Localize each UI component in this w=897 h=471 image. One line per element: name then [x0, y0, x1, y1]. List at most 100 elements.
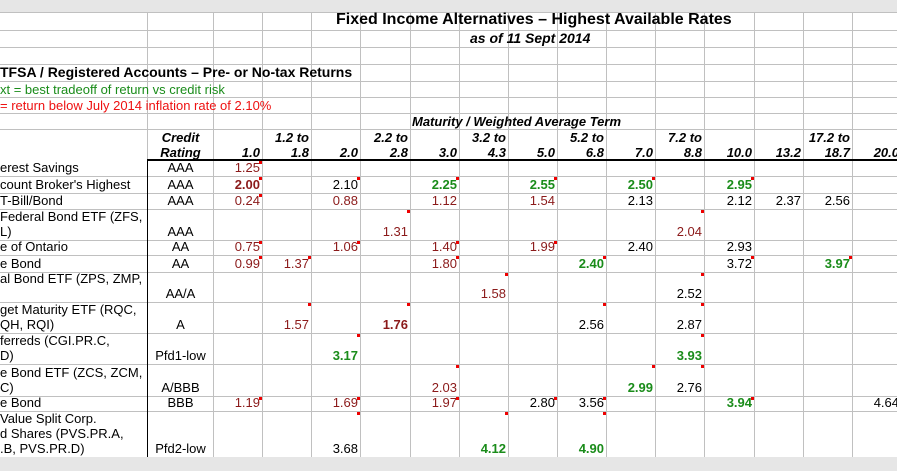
rate-cell[interactable]: 2.04	[676, 224, 702, 239]
comment-marker-icon[interactable]	[357, 177, 360, 180]
comment-marker-icon[interactable]	[407, 303, 410, 306]
comment-marker-icon[interactable]	[259, 397, 262, 400]
rate-cell[interactable]: 2.10	[332, 177, 358, 192]
credit-rating-cell[interactable]: A/BBB	[161, 380, 200, 395]
credit-rating-cell[interactable]: AAA	[167, 193, 194, 208]
comment-marker-icon[interactable]	[505, 412, 508, 415]
comment-marker-icon[interactable]	[259, 241, 262, 244]
rate-cell[interactable]: 0.75	[234, 239, 260, 254]
rate-cell[interactable]: 2.13	[627, 193, 653, 208]
rate-cell[interactable]: 3.97	[824, 256, 850, 271]
comment-marker-icon[interactable]	[701, 334, 704, 337]
row-label[interactable]: erest Savings	[0, 160, 79, 175]
row-label[interactable]: ferreds (CGI.PR.C, D)	[0, 333, 110, 363]
comment-marker-icon[interactable]	[701, 210, 704, 213]
rate-cell[interactable]: 2.52	[676, 286, 702, 301]
credit-rating-cell[interactable]: Pfd1-low	[155, 348, 206, 363]
rate-cell[interactable]: 3.93	[676, 348, 702, 363]
comment-marker-icon[interactable]	[751, 256, 754, 259]
comment-marker-icon[interactable]	[554, 241, 557, 244]
comment-marker-icon[interactable]	[259, 177, 262, 180]
rate-cell[interactable]: 4.12	[480, 441, 506, 456]
comment-marker-icon[interactable]	[456, 177, 459, 180]
rate-cell[interactable]: 1.99	[529, 239, 555, 254]
row-label[interactable]: e Bond	[0, 395, 41, 410]
credit-rating-cell[interactable]: AAA	[167, 224, 194, 239]
rate-cell[interactable]: 2.95	[726, 177, 752, 192]
row-label[interactable]: get Maturity ETF (RQC, QH, RQI)	[0, 302, 137, 332]
credit-rating-cell[interactable]: BBB	[167, 395, 194, 410]
comment-marker-icon[interactable]	[308, 256, 311, 259]
comment-marker-icon[interactable]	[603, 412, 606, 415]
comment-marker-icon[interactable]	[849, 256, 852, 259]
rate-cell[interactable]: 3.94	[726, 395, 752, 410]
credit-rating-cell[interactable]: AA/A	[165, 286, 196, 301]
row-label[interactable]: count Broker's Highest	[0, 177, 130, 192]
credit-rating-cell[interactable]: AA	[171, 239, 190, 254]
row-label[interactable]: Value Split Corp. d Shares (PVS.PR.A, .B, …	[0, 411, 124, 456]
comment-marker-icon[interactable]	[308, 303, 311, 306]
row-label[interactable]: e Bond	[0, 256, 41, 271]
rate-cell[interactable]: 1.76	[382, 317, 408, 332]
rate-cell[interactable]: 2.99	[627, 380, 653, 395]
comment-marker-icon[interactable]	[554, 397, 557, 400]
rate-cell[interactable]: 2.56	[824, 193, 850, 208]
row-label[interactable]: e of Ontario	[0, 239, 68, 254]
rate-cell[interactable]: 2.00	[234, 177, 260, 192]
rate-cell[interactable]: 1.37	[283, 256, 309, 271]
rate-cell[interactable]: 1.06	[332, 239, 358, 254]
credit-rating-cell[interactable]: AA	[171, 256, 190, 271]
comment-marker-icon[interactable]	[701, 273, 704, 276]
rate-cell[interactable]: 1.19	[234, 395, 260, 410]
rate-cell[interactable]: 1.12	[431, 193, 457, 208]
credit-rating-cell[interactable]: AAA	[167, 160, 194, 175]
comment-marker-icon[interactable]	[652, 365, 655, 368]
rate-cell[interactable]: 2.40	[578, 256, 604, 271]
rate-cell[interactable]: 1.69	[332, 395, 358, 410]
credit-rating-cell[interactable]: Pfd2-low	[155, 441, 206, 456]
rate-cell[interactable]: 2.12	[726, 193, 752, 208]
rate-cell[interactable]: 2.50	[627, 177, 653, 192]
row-label[interactable]: T-Bill/Bond	[0, 193, 63, 208]
rate-cell[interactable]: 3.68	[332, 441, 358, 456]
comment-marker-icon[interactable]	[554, 177, 557, 180]
rate-cell[interactable]: 0.88	[332, 193, 358, 208]
comment-marker-icon[interactable]	[357, 241, 360, 244]
rate-cell[interactable]: 0.24	[234, 193, 260, 208]
rate-cell[interactable]: 3.56	[578, 395, 604, 410]
rate-cell[interactable]: 3.17	[332, 348, 358, 363]
rate-cell[interactable]: 2.40	[627, 239, 653, 254]
comment-marker-icon[interactable]	[701, 303, 704, 306]
rate-cell[interactable]: 2.56	[578, 317, 604, 332]
rate-cell[interactable]: 4.64	[873, 395, 897, 410]
rate-cell[interactable]: 2.37	[775, 193, 801, 208]
comment-marker-icon[interactable]	[652, 177, 655, 180]
comment-marker-icon[interactable]	[456, 397, 459, 400]
credit-rating-cell[interactable]: A	[176, 317, 185, 332]
rate-cell[interactable]: 1.97	[431, 395, 457, 410]
comment-marker-icon[interactable]	[357, 412, 360, 415]
rate-cell[interactable]: 2.25	[431, 177, 457, 192]
comment-marker-icon[interactable]	[603, 256, 606, 259]
rate-cell[interactable]: 2.80	[529, 395, 555, 410]
row-label[interactable]: Federal Bond ETF (ZFS, L)	[0, 209, 142, 239]
comment-marker-icon[interactable]	[259, 194, 262, 197]
rate-cell[interactable]: 2.93	[726, 239, 752, 254]
comment-marker-icon[interactable]	[357, 397, 360, 400]
rate-cell[interactable]: 1.80	[431, 256, 457, 271]
comment-marker-icon[interactable]	[259, 161, 262, 164]
comment-marker-icon[interactable]	[456, 241, 459, 244]
rate-cell[interactable]: 3.72	[726, 256, 752, 271]
rate-cell[interactable]: 2.87	[676, 317, 702, 332]
row-label[interactable]: e Bond ETF (ZCS, ZCM, C)	[0, 365, 142, 395]
credit-rating-cell[interactable]: AAA	[167, 177, 194, 192]
rate-cell[interactable]: 1.54	[529, 193, 555, 208]
rate-cell[interactable]: 1.25	[234, 160, 260, 175]
comment-marker-icon[interactable]	[603, 303, 606, 306]
rate-cell[interactable]: 1.57	[283, 317, 309, 332]
comment-marker-icon[interactable]	[505, 273, 508, 276]
comment-marker-icon[interactable]	[751, 397, 754, 400]
comment-marker-icon[interactable]	[751, 177, 754, 180]
rate-cell[interactable]: 1.31	[382, 224, 408, 239]
rate-cell[interactable]: 1.40	[431, 239, 457, 254]
